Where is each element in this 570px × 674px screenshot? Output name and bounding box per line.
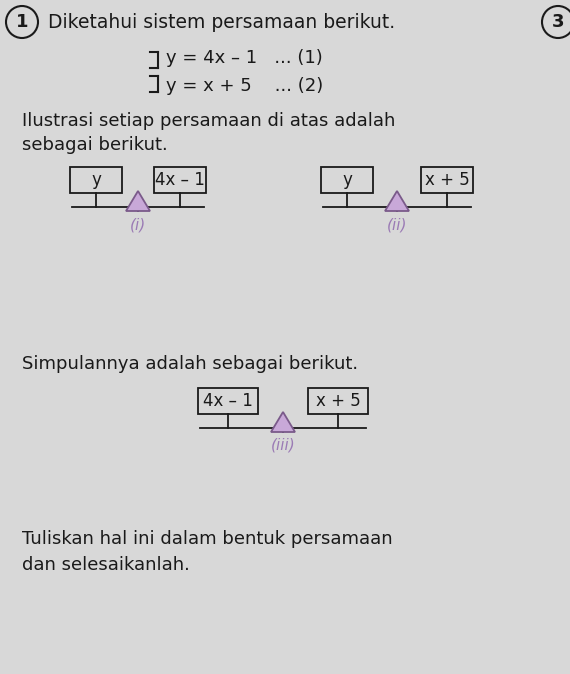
Text: x + 5: x + 5 bbox=[425, 171, 469, 189]
Text: Ilustrasi setiap persamaan di atas adalah: Ilustrasi setiap persamaan di atas adala… bbox=[22, 112, 396, 130]
Text: sebagai berikut.: sebagai berikut. bbox=[22, 136, 168, 154]
Text: Simpulannya adalah sebagai berikut.: Simpulannya adalah sebagai berikut. bbox=[22, 355, 358, 373]
Text: 4x – 1: 4x – 1 bbox=[155, 171, 205, 189]
Polygon shape bbox=[126, 191, 150, 211]
FancyBboxPatch shape bbox=[321, 167, 373, 193]
FancyBboxPatch shape bbox=[70, 167, 122, 193]
Text: y: y bbox=[342, 171, 352, 189]
FancyBboxPatch shape bbox=[154, 167, 206, 193]
Circle shape bbox=[6, 6, 38, 38]
Text: (ii): (ii) bbox=[387, 217, 407, 232]
Text: 4x – 1: 4x – 1 bbox=[203, 392, 253, 410]
Text: (i): (i) bbox=[130, 217, 146, 232]
Text: y = 4x – 1   ... (1): y = 4x – 1 ... (1) bbox=[166, 49, 323, 67]
Polygon shape bbox=[271, 412, 295, 432]
FancyBboxPatch shape bbox=[421, 167, 473, 193]
FancyBboxPatch shape bbox=[198, 388, 258, 414]
Text: y = x + 5    ... (2): y = x + 5 ... (2) bbox=[166, 77, 323, 95]
FancyBboxPatch shape bbox=[308, 388, 368, 414]
Text: (iii): (iii) bbox=[271, 438, 295, 453]
Text: Tuliskan hal ini dalam bentuk persamaan: Tuliskan hal ini dalam bentuk persamaan bbox=[22, 530, 393, 548]
Circle shape bbox=[542, 6, 570, 38]
Text: 3: 3 bbox=[552, 13, 564, 31]
Text: y: y bbox=[91, 171, 101, 189]
Text: x + 5: x + 5 bbox=[316, 392, 360, 410]
Polygon shape bbox=[385, 191, 409, 211]
Text: dan selesaikanlah.: dan selesaikanlah. bbox=[22, 556, 190, 574]
Text: Diketahui sistem persamaan berikut.: Diketahui sistem persamaan berikut. bbox=[48, 13, 395, 32]
Text: 1: 1 bbox=[16, 13, 28, 31]
